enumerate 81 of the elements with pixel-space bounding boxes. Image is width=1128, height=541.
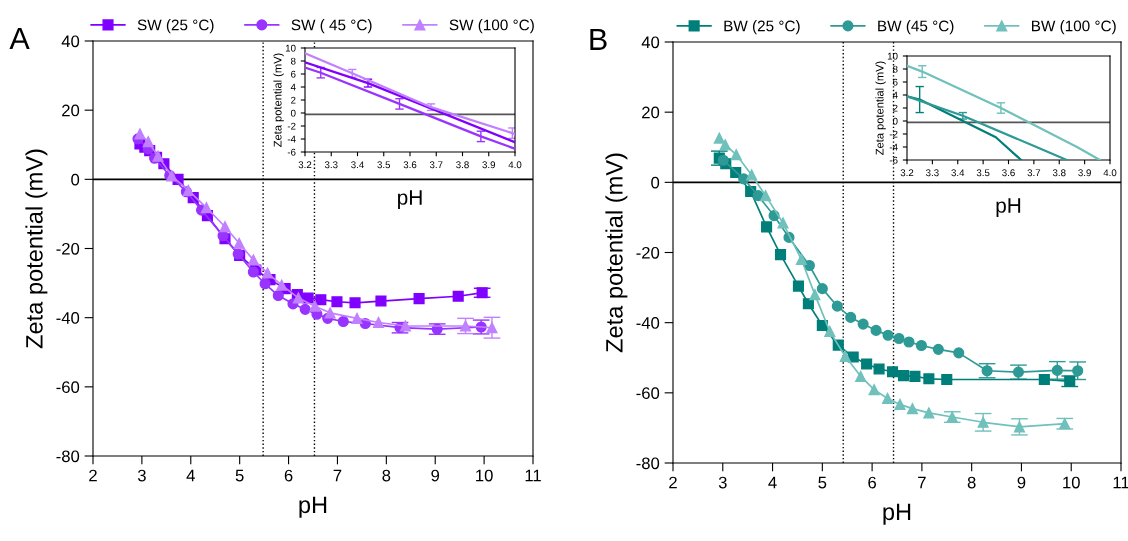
x-tick-label: 3.5 [976, 169, 990, 177]
y-tick-label: -2 [287, 122, 296, 130]
x-axis-title: pH [299, 496, 327, 518]
y-tick-label: -40 [56, 312, 80, 324]
x-tick-label: 3.4 [951, 169, 965, 177]
x-tick-label: 8 [967, 476, 976, 489]
y-tick-label: 20 [62, 104, 80, 117]
x-tick-label: 3.6 [1002, 169, 1015, 177]
x-tick-label: 6 [868, 476, 877, 489]
legend-label: SW ( 45 °C) [291, 19, 372, 34]
y-tick-label: -20 [636, 246, 660, 259]
x-tick-label: 3 [718, 476, 727, 489]
y-tick-label: -80 [56, 450, 80, 463]
x-tick-label: 5 [235, 469, 244, 482]
x-tick-label: 9 [1017, 476, 1026, 489]
x-tick-label: 10 [476, 469, 493, 482]
x-tick-label: 3.7 [1027, 169, 1041, 177]
x-axis-title: pH [398, 190, 422, 209]
y-tick-label: -40 [636, 317, 660, 329]
y-tick-label: 0 [71, 173, 80, 186]
y-tick-label: 2 [291, 96, 296, 104]
x-tick-label: 3.2 [900, 169, 914, 177]
x-tick-label: 9 [431, 469, 440, 482]
x-tick-label: 3.8 [456, 161, 469, 169]
x-tick-label: 4.0 [508, 161, 522, 169]
x-tick-label: 7 [918, 476, 926, 489]
x-tick-label: 3 [137, 469, 146, 482]
x-tick-label: 3.9 [482, 161, 496, 169]
x-tick-label: 5 [818, 476, 827, 489]
y-axis-title: Zeta potential (mV) [605, 153, 628, 353]
chart-title: A [9, 27, 30, 49]
x-tick-label: 3.8 [1052, 169, 1066, 177]
x-axis-title: pH [996, 198, 1021, 217]
y-tick-label: 8 [290, 57, 296, 65]
y-tick-label: 0 [290, 109, 296, 117]
legend-label: SW (100 °C) [449, 19, 534, 34]
y-tick-label: -80 [636, 457, 660, 470]
legend-label: BW (45 °C) [878, 20, 954, 35]
x-tick-label: 3.9 [1078, 169, 1091, 177]
y-tick-label: 20 [642, 106, 660, 119]
legend-label: BW (100 °C) [1032, 20, 1116, 35]
x-tick-label: 2 [669, 476, 677, 489]
y-tick-label: 8 [892, 65, 898, 73]
x-tick-label: 7 [333, 469, 342, 482]
x-tick-label: 2 [89, 469, 97, 482]
y-axis-title: Zeta potential (mV) [875, 61, 886, 155]
y-tick-label: -2 [889, 130, 898, 138]
x-tick-label: 3.3 [324, 161, 338, 169]
y-tick-label: -6 [287, 148, 296, 156]
y-tick-label: -60 [56, 381, 80, 394]
x-tick-label: 3.5 [377, 161, 391, 169]
y-tick-label: 4 [290, 83, 296, 91]
y-tick-label: 4 [892, 91, 898, 99]
x-tick-label: 10 [1063, 476, 1080, 489]
y-tick-label: -20 [56, 242, 80, 255]
x-tick-label: 3.7 [429, 161, 443, 169]
x-tick-label: 4.0 [1103, 169, 1117, 177]
y-tick-label: -60 [636, 387, 660, 400]
x-tick-label: 3.2 [298, 161, 312, 169]
y-tick-label: 10 [285, 44, 296, 52]
y-axis-title: Zeta potential (mV) [25, 149, 48, 349]
x-tick-label: 8 [382, 469, 391, 482]
x-tick-label: 3.3 [925, 169, 939, 177]
y-axis-title: Zeta potential (mV) [273, 53, 284, 147]
y-tick-label: -4 [287, 135, 296, 143]
chart-title: B [590, 28, 607, 50]
x-tick-label: 3.4 [351, 161, 364, 169]
y-tick-label: -4 [889, 143, 898, 151]
x-axis-title: pH [883, 503, 911, 525]
y-tick-label: 40 [61, 35, 80, 48]
y-tick-label: 40 [641, 36, 660, 49]
legend-label: SW (25 °C) [137, 19, 214, 34]
x-tick-label: 3.6 [403, 161, 417, 169]
x-tick-label: 11 [525, 469, 541, 482]
x-tick-label: 4 [186, 469, 195, 482]
x-tick-label: 11 [1113, 476, 1128, 489]
y-tick-label: 2 [893, 104, 898, 112]
y-tick-label: 0 [651, 176, 660, 189]
legend-label: BW (25 °C) [724, 20, 800, 35]
y-tick-label: 6 [291, 70, 296, 78]
x-tick-label: 4 [768, 476, 777, 489]
